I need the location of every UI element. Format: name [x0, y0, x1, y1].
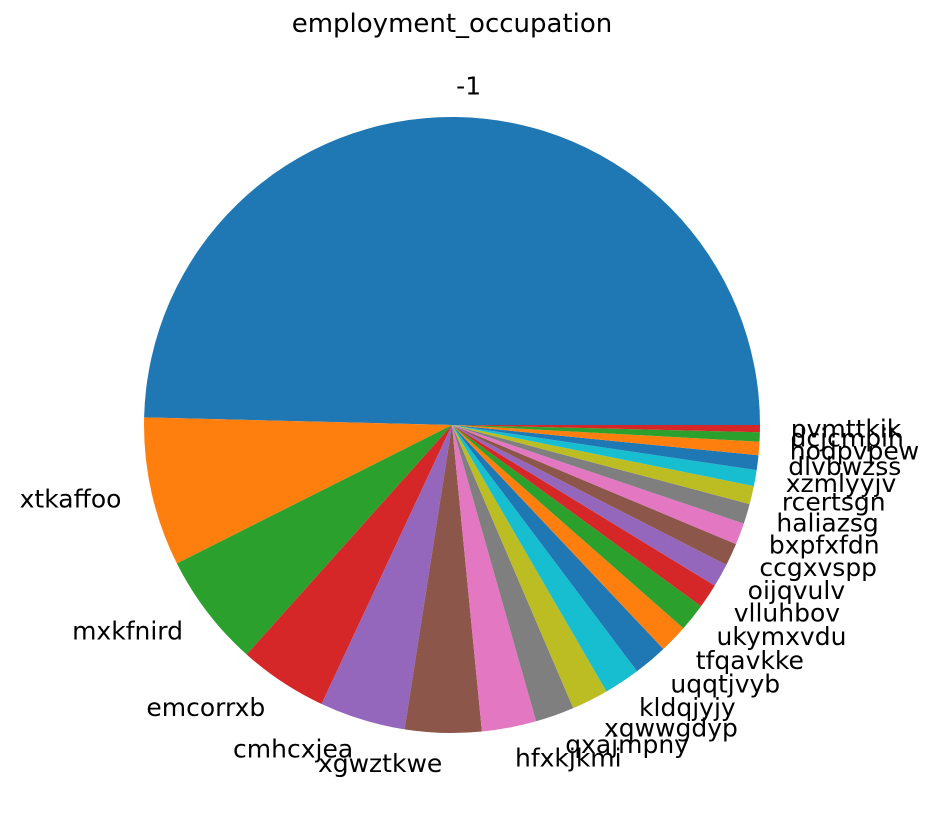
pie-label-ccgxvspp: ccgxvspp [759, 553, 877, 582]
pie-slice-dcjcmpih [452, 425, 760, 442]
pie-label-kldqjyjy: kldqjyjy [639, 693, 736, 722]
pie-label-xgwztkwe: xgwztkwe [318, 749, 442, 778]
pie-slice-pvmttkik [452, 425, 760, 433]
pie-label-oijqvulv: oijqvulv [748, 576, 846, 605]
pie-label-vlluhbov: vlluhbov [734, 599, 841, 628]
pie-slice-hodpvpew [452, 425, 760, 456]
pie-label-1: -1 [456, 72, 481, 101]
pie-slice-emcorrxb [246, 425, 452, 705]
pie-label-pvmttkik: pvmttkik [791, 414, 902, 443]
pie-slice-xzmlyyjv [452, 425, 757, 487]
pie-slice-ukymxvdu [452, 425, 702, 629]
pie-label-bxpfxfdn: bxpfxfdn [769, 530, 880, 559]
pie-label-haliazsg: haliazsg [776, 508, 878, 537]
pie-labels: -1 xtkaffoo mxkfnird emcorrxb cmhcxjeaxgwztk… [20, 72, 920, 778]
pie-slices [144, 117, 760, 733]
pie-slice-cmhcxjea [321, 425, 452, 730]
pie-slice-kldqjyjy [452, 425, 638, 692]
pie-label-uqqtjvyb: uqqtjvyb [670, 670, 780, 699]
pie-slice-hfxkjkmi [452, 425, 537, 732]
pie-label-xqwwgdyp: xqwwgdyp [604, 713, 738, 742]
pie-label-tfqavkke: tfqavkke [696, 646, 804, 675]
pie-slice-ccgxvspp [452, 425, 737, 565]
pie-label-xzmlyyjv: xzmlyyjv [786, 469, 897, 498]
pie-slice-mxkfnird [176, 425, 452, 655]
pie-label-hfxkjkmi: hfxkjkmi [515, 743, 622, 772]
pie-label-xtkaffoo: xtkaffoo [20, 485, 122, 514]
pie-slice-vlluhbov [452, 425, 715, 607]
pie-slice-dlvbwzss [452, 425, 759, 471]
pie-label-mxkfnird: mxkfnird [72, 616, 183, 645]
pie-label-cmhcxjea: cmhcxjea [233, 735, 353, 764]
pie-slice-uqqtjvyb [452, 425, 664, 672]
pie-slice-qxajmpny [452, 425, 574, 722]
pie-slice-xqwwgdyp [452, 425, 607, 709]
pie-slice-tfqavkke [452, 425, 684, 650]
pie-slice-xgwztkwe [404, 425, 482, 733]
pie-slice-oijqvulv [452, 425, 727, 586]
pie-slice-xtkaffoo [144, 417, 452, 564]
pie-slice-1 [144, 117, 760, 426]
pie-slice-haliazsg [452, 425, 750, 524]
pie-label-dcjcmpih: dcjcmpih [791, 424, 904, 453]
pie-label-dlvbwzss: dlvbwzss [788, 452, 901, 481]
pie-label-qxajmpny: qxajmpny [565, 730, 689, 759]
pie-label-ukymxvdu: ukymxvdu [717, 622, 847, 651]
chart-title: employment_occupation [292, 9, 613, 39]
pie-label-emcorrxb: emcorrxb [146, 693, 265, 722]
pie-label-hodpvpew: hodpvpew [790, 436, 919, 465]
pie-label-rcertsgn: rcertsgn [782, 488, 886, 517]
pie-slice-rcertsgn [452, 425, 754, 505]
pie-slice-bxpfxfdn [452, 425, 744, 545]
